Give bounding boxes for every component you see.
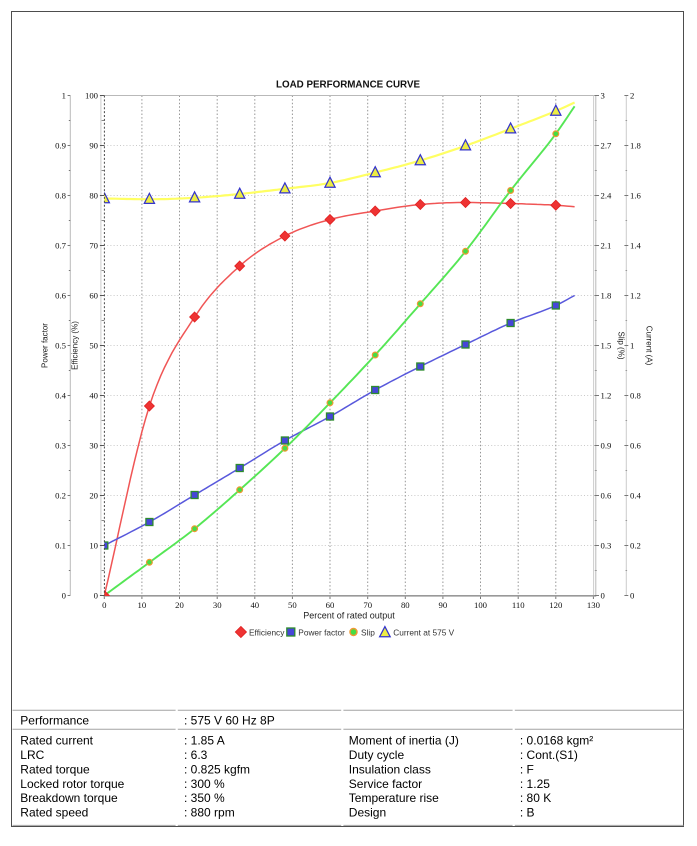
svg-text:0.2: 0.2 <box>55 491 66 501</box>
svg-text:0: 0 <box>94 591 99 601</box>
svg-text:1.5: 1.5 <box>601 341 612 351</box>
svg-text:1.8: 1.8 <box>630 141 642 151</box>
svg-text:LOAD PERFORMANCE CURVE: LOAD PERFORMANCE CURVE <box>276 80 421 91</box>
svg-text:60: 60 <box>326 600 335 610</box>
svg-text:Efficiency: Efficiency <box>249 627 285 637</box>
svg-text:10: 10 <box>138 600 147 610</box>
svg-text:0.5: 0.5 <box>55 341 66 351</box>
svg-text:20: 20 <box>175 600 184 610</box>
svg-text:Service factor: Service factor <box>349 777 422 791</box>
svg-text:30: 30 <box>89 441 98 451</box>
svg-text:90: 90 <box>89 141 98 151</box>
svg-text:100: 100 <box>474 600 488 610</box>
svg-text:1: 1 <box>62 91 66 101</box>
svg-text:Slip (%): Slip (%) <box>616 331 625 359</box>
svg-text:2.7: 2.7 <box>601 141 613 151</box>
svg-text:70: 70 <box>89 241 98 251</box>
svg-text:Current at 575 V: Current at 575 V <box>393 627 454 637</box>
svg-text:Rated torque: Rated torque <box>20 762 90 776</box>
svg-text:0.4: 0.4 <box>55 391 67 401</box>
svg-text:0: 0 <box>102 600 107 610</box>
svg-text:Rated speed: Rated speed <box>20 806 88 820</box>
svg-text:Temperature rise: Temperature rise <box>349 791 439 805</box>
svg-text:0.8: 0.8 <box>55 191 67 201</box>
svg-text:Power factor: Power factor <box>41 323 50 368</box>
svg-text:: F: : F <box>520 762 534 776</box>
svg-text:: Cont.(S1): : Cont.(S1) <box>520 748 578 762</box>
svg-text:: 0.0168 kgm²: : 0.0168 kgm² <box>520 734 593 748</box>
svg-text:0: 0 <box>62 591 67 601</box>
svg-text:120: 120 <box>549 600 563 610</box>
svg-text:1.6: 1.6 <box>630 191 642 201</box>
svg-text:1.2: 1.2 <box>601 391 612 401</box>
svg-text:: 1.25: : 1.25 <box>520 777 550 791</box>
svg-text:80: 80 <box>89 191 98 201</box>
svg-text:Moment of inertia (J): Moment of inertia (J) <box>349 734 459 748</box>
svg-text:10: 10 <box>89 541 98 551</box>
svg-text:: 880 rpm: : 880 rpm <box>184 806 235 820</box>
svg-text:0.8: 0.8 <box>630 391 642 401</box>
svg-text:50: 50 <box>288 600 297 610</box>
svg-text:Breakdown torque: Breakdown torque <box>20 791 118 805</box>
svg-text:: 0.825 kgfm: : 0.825 kgfm <box>184 762 250 776</box>
svg-text:100: 100 <box>85 91 99 101</box>
svg-text:130: 130 <box>587 600 601 610</box>
svg-text:0.9: 0.9 <box>601 441 612 451</box>
svg-text:0.2: 0.2 <box>630 541 641 551</box>
svg-text:: 1.85 A: : 1.85 A <box>184 734 225 748</box>
svg-text:1.8: 1.8 <box>601 291 613 301</box>
svg-text:0.3: 0.3 <box>55 441 66 451</box>
svg-text:40: 40 <box>250 600 259 610</box>
svg-text:0.6: 0.6 <box>601 491 613 501</box>
svg-text:0.4: 0.4 <box>630 491 642 501</box>
svg-text:: 80 K: : 80 K <box>520 791 551 805</box>
svg-text:Current (A): Current (A) <box>645 326 654 366</box>
svg-text:40: 40 <box>89 391 98 401</box>
svg-text:Duty cycle: Duty cycle <box>349 748 405 762</box>
svg-text:3: 3 <box>601 91 605 101</box>
svg-text:: 575 V 60 Hz 8P: : 575 V 60 Hz 8P <box>184 713 275 727</box>
svg-text:0.7: 0.7 <box>55 241 67 251</box>
svg-text:2.1: 2.1 <box>601 241 612 251</box>
svg-text:80: 80 <box>401 600 410 610</box>
svg-text:1.4: 1.4 <box>630 241 642 251</box>
svg-text:0.1: 0.1 <box>55 541 66 551</box>
svg-text:Design: Design <box>349 806 386 820</box>
svg-text:2: 2 <box>630 91 634 101</box>
svg-text:Locked rotor torque: Locked rotor torque <box>20 777 124 791</box>
svg-text:90: 90 <box>439 600 448 610</box>
svg-text:Efficiency (%): Efficiency (%) <box>71 321 80 370</box>
svg-text:2.4: 2.4 <box>601 191 613 201</box>
svg-text:LRC: LRC <box>20 748 44 762</box>
svg-text:: 350 %: : 350 % <box>184 791 225 805</box>
svg-text:1: 1 <box>630 341 634 351</box>
svg-text:: 6.3: : 6.3 <box>184 748 208 762</box>
svg-text:50: 50 <box>89 341 98 351</box>
svg-text:0: 0 <box>630 591 635 601</box>
svg-text:0.6: 0.6 <box>630 441 642 451</box>
svg-text:0.6: 0.6 <box>55 291 67 301</box>
svg-text:: B: : B <box>520 806 535 820</box>
svg-text:110: 110 <box>512 600 525 610</box>
svg-text:0: 0 <box>601 591 606 601</box>
svg-text:70: 70 <box>363 600 372 610</box>
svg-text:0.3: 0.3 <box>601 541 612 551</box>
svg-text:Insulation class: Insulation class <box>349 762 431 776</box>
svg-text:0.9: 0.9 <box>55 141 66 151</box>
svg-text:Power factor: Power factor <box>298 627 345 637</box>
svg-text:Percent of rated output: Percent of rated output <box>303 611 395 621</box>
svg-text:: 300 %: : 300 % <box>184 777 225 791</box>
svg-text:30: 30 <box>213 600 222 610</box>
svg-text:20: 20 <box>89 491 98 501</box>
svg-text:Performance: Performance <box>20 713 89 727</box>
svg-text:Slip: Slip <box>361 627 375 637</box>
svg-text:1.2: 1.2 <box>630 291 641 301</box>
svg-text:Rated current: Rated current <box>20 734 93 748</box>
svg-text:60: 60 <box>89 291 98 301</box>
